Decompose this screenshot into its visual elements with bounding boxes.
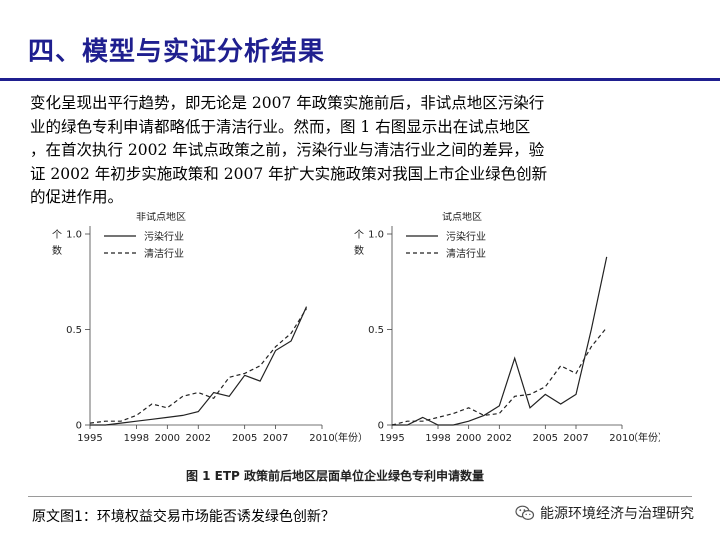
y-axis-label: 数 — [52, 244, 62, 257]
legend-label: 污染行业 — [446, 230, 486, 243]
y-tick-label: 0 — [378, 421, 384, 432]
x-tick-label: 1998 — [124, 433, 149, 444]
legend-label: 污染行业 — [144, 230, 184, 243]
x-tick-label: 2005 — [232, 433, 257, 444]
paragraph-line: 业的绿色专利申请都略低于清洁行业。然而，图 1 右图显示出在试点地区 — [30, 117, 531, 136]
brand-name: 能源环境经济与治理研究 — [540, 506, 694, 522]
x-tick-label: 2010 — [309, 433, 334, 444]
y-tick-label: 0.5 — [368, 325, 384, 336]
x-tick-label: 2000 — [155, 433, 180, 444]
figure-chart: 图 1 ETP 政策前后地区层面单位企业绿色专利申请数量 非试点地区个数00.5… — [52, 210, 668, 483]
figure-panel: 图 1 ETP 政策前后地区层面单位企业绿色专利申请数量 非试点地区个数 0 0.5… — [40, 210, 668, 494]
y-tick-label: 1.0 — [368, 230, 384, 241]
figure-caption: 图 1 ETP 政策前后地区层面单位企业绿色专利申请数量 — [186, 468, 484, 483]
paragraph-line: 证 2002 年初步实施政策和 2007 年扩大实施政策对我国上市企业绿色创新 — [30, 164, 548, 183]
x-tick-label: 2007 — [263, 433, 288, 444]
source-note: 原文图1：环境权益交易市场能否诱发绿色创新？ — [32, 509, 335, 525]
x-tick-label: 2007 — [563, 433, 588, 444]
legend-label: 清洁行业 — [446, 247, 486, 260]
x-axis-unit: （年份） — [628, 431, 660, 444]
y-axis-label: 数 — [354, 244, 364, 257]
slide-title: 四、模型与实证分析结果 — [28, 37, 326, 67]
paragraph-line: 变化呈现出平行趋势，即无论是 2007 年政策实施前后，非试点地区污染行 — [30, 94, 545, 112]
x-tick-label: 2002 — [487, 433, 512, 444]
x-tick-label: 2005 — [533, 433, 558, 444]
x-tick-label: 2000 — [456, 433, 481, 444]
series-line-clean — [391, 327, 608, 426]
x-tick-label: 1995 — [379, 433, 404, 444]
x-tick-label: 1995 — [77, 433, 102, 444]
y-axis-label: 个 — [52, 229, 62, 241]
body-paragraph: 变化呈现出平行趋势，即无论是 2007 年政策实施前后，非试点地区污染行 业的绿… — [30, 92, 695, 210]
x-tick-label: 1998 — [425, 433, 450, 444]
title-underline — [0, 78, 720, 81]
series-line-polluting — [90, 306, 308, 426]
legend-label: 清洁行业 — [144, 247, 184, 260]
brand-tag: 能源环境经济与治理研究 — [515, 503, 694, 523]
paragraph-line: ，在首次执行 2002 年试点政策之前，污染行业与清洁行业之间的差异，验 — [30, 141, 545, 159]
panel-title: 试点地区 — [442, 212, 482, 223]
footer-divider — [28, 496, 692, 497]
y-tick-label: 1.0 — [66, 230, 82, 241]
series-line-polluting — [392, 256, 608, 426]
series-line-clean — [89, 308, 308, 424]
y-tick-label: 0 — [76, 421, 82, 432]
x-tick-label: 2010 — [609, 433, 634, 444]
wechat-icon — [515, 505, 535, 521]
y-tick-label: 0.5 — [66, 325, 82, 336]
y-axis-label: 个 — [354, 229, 364, 241]
x-axis-unit: （年份） — [328, 431, 368, 444]
panel-title: 非试点地区 — [136, 212, 186, 223]
paragraph-line: 的促进作用。 — [30, 188, 124, 206]
x-tick-label: 2002 — [186, 433, 211, 444]
